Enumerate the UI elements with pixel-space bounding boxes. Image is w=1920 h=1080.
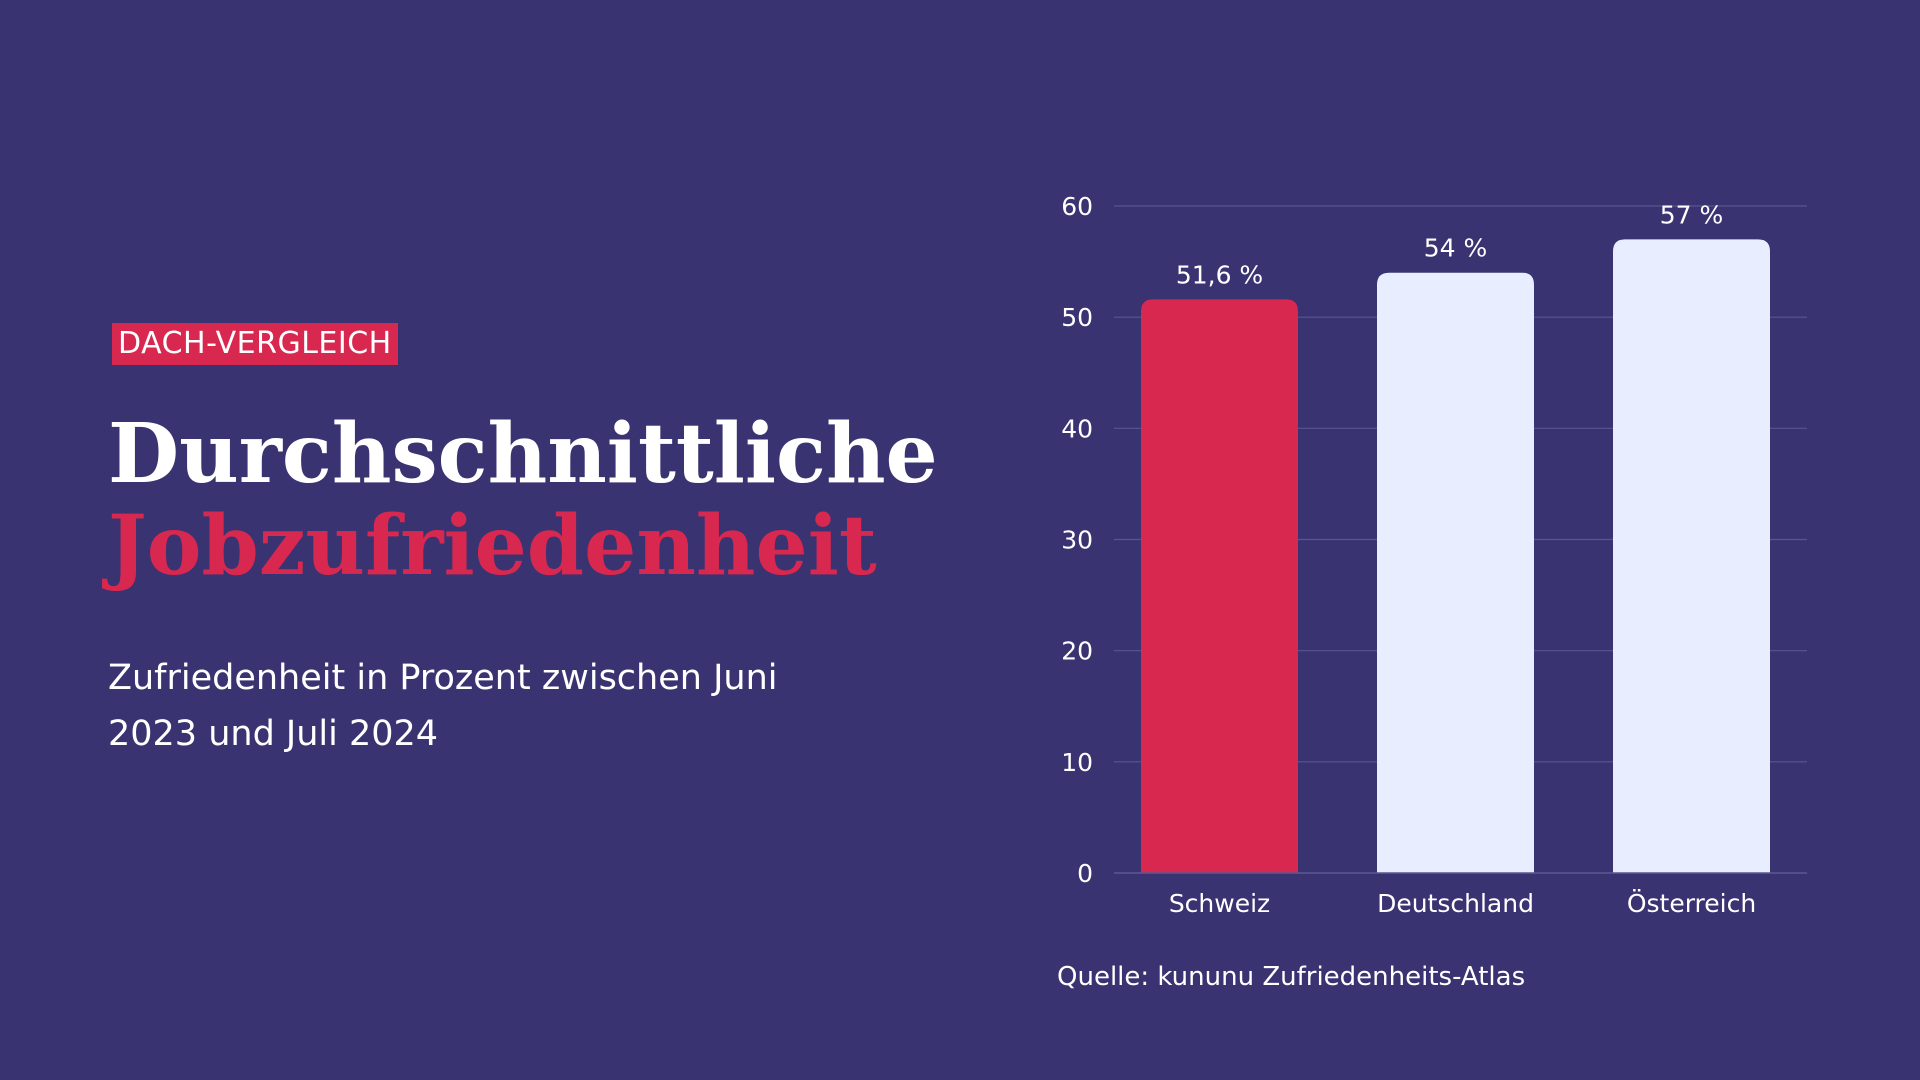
y-tick-label: 20 [1061,637,1093,666]
bar-chart: 0 10 20 30 40 50 60 51,6 % Schweiz 54 % Deutschlan… [1061,192,1807,918]
data-label: 51,6 % [1176,260,1263,289]
x-tick-label: Österreich [1627,889,1756,918]
y-tick-label: 50 [1061,303,1093,332]
bar-österreich [1613,239,1770,874]
title-line-2: Jobzufriedenheit [108,498,877,594]
source-note: Quelle: kununu Zufriedenheits-Atlas [1057,962,1526,992]
title-line-1: Durchschnittliche [108,406,938,502]
page-title: Durchschnittliche Jobzufriedenheit [108,408,938,592]
x-tick-label: Deutschland [1377,889,1534,918]
y-tick-label: 60 [1061,192,1093,221]
y-tick-label: 30 [1061,526,1093,555]
data-label: 54 % [1424,234,1488,263]
y-tick-label: 40 [1061,414,1093,443]
data-label: 57 % [1660,200,1724,229]
y-tick-label: 0 [1077,859,1093,888]
subtitle: Zufriedenheit in Prozent zwischen Juni 2… [108,658,778,754]
bar-deutschland [1377,272,1534,873]
category-tag: DACH-VERGLEICH [112,323,398,365]
bar-schweiz [1141,299,1298,873]
y-tick-label: 10 [1061,748,1093,777]
x-tick-label: Schweiz [1169,889,1270,918]
